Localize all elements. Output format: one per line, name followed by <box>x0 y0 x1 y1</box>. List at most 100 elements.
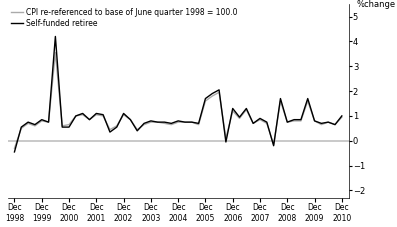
CPI re-referenced to base of June quarter 1998 = 100.0 <box>264 122 269 125</box>
CPI re-referenced to base of June quarter 1998 = 100.0 <box>121 113 126 116</box>
CPI re-referenced to base of June quarter 1998 = 100.0 <box>176 121 181 123</box>
Self-funded retiree <box>162 121 167 123</box>
Self-funded retiree <box>299 118 303 121</box>
CPI re-referenced to base of June quarter 1998 = 100.0 <box>299 120 303 122</box>
Self-funded retiree <box>46 121 51 123</box>
Legend: CPI re-referenced to base of June quarter 1998 = 100.0, Self-funded retiree: CPI re-referenced to base of June quarte… <box>12 8 237 27</box>
Self-funded retiree <box>108 131 112 133</box>
CPI re-referenced to base of June quarter 1998 = 100.0 <box>19 127 24 130</box>
Self-funded retiree <box>73 115 78 117</box>
CPI re-referenced to base of June quarter 1998 = 100.0 <box>94 113 99 116</box>
CPI re-referenced to base of June quarter 1998 = 100.0 <box>224 137 228 140</box>
Self-funded retiree <box>169 122 174 125</box>
Self-funded retiree <box>33 123 37 126</box>
Self-funded retiree <box>12 151 17 153</box>
CPI re-referenced to base of June quarter 1998 = 100.0 <box>251 122 256 125</box>
CPI re-referenced to base of June quarter 1998 = 100.0 <box>210 95 215 97</box>
CPI re-referenced to base of June quarter 1998 = 100.0 <box>230 110 235 112</box>
CPI re-referenced to base of June quarter 1998 = 100.0 <box>114 124 119 127</box>
Self-funded retiree <box>121 112 126 115</box>
CPI re-referenced to base of June quarter 1998 = 100.0 <box>258 118 262 121</box>
Self-funded retiree <box>230 107 235 110</box>
CPI re-referenced to base of June quarter 1998 = 100.0 <box>305 100 310 102</box>
Self-funded retiree <box>26 121 31 123</box>
CPI re-referenced to base of June quarter 1998 = 100.0 <box>333 123 337 126</box>
Self-funded retiree <box>142 122 146 125</box>
Self-funded retiree <box>244 107 249 110</box>
Self-funded retiree <box>114 126 119 128</box>
CPI re-referenced to base of June quarter 1998 = 100.0 <box>271 143 276 146</box>
Self-funded retiree <box>183 121 187 123</box>
CPI re-referenced to base of June quarter 1998 = 100.0 <box>80 113 85 116</box>
CPI re-referenced to base of June quarter 1998 = 100.0 <box>33 124 37 127</box>
CPI re-referenced to base of June quarter 1998 = 100.0 <box>196 123 201 126</box>
CPI re-referenced to base of June quarter 1998 = 100.0 <box>312 120 317 122</box>
CPI re-referenced to base of June quarter 1998 = 100.0 <box>101 115 106 117</box>
Self-funded retiree <box>278 97 283 100</box>
CPI re-referenced to base of June quarter 1998 = 100.0 <box>237 117 242 120</box>
Self-funded retiree <box>80 112 85 115</box>
Self-funded retiree <box>264 121 269 123</box>
Self-funded retiree <box>67 126 71 128</box>
CPI re-referenced to base of June quarter 1998 = 100.0 <box>326 121 331 123</box>
CPI re-referenced to base of June quarter 1998 = 100.0 <box>189 121 194 123</box>
Self-funded retiree <box>210 92 215 95</box>
CPI re-referenced to base of June quarter 1998 = 100.0 <box>108 128 112 131</box>
Self-funded retiree <box>94 112 99 115</box>
Self-funded retiree <box>224 141 228 143</box>
CPI re-referenced to base of June quarter 1998 = 100.0 <box>142 123 146 126</box>
CPI re-referenced to base of June quarter 1998 = 100.0 <box>169 123 174 126</box>
Self-funded retiree <box>101 113 106 116</box>
CPI re-referenced to base of June quarter 1998 = 100.0 <box>12 147 17 150</box>
CPI re-referenced to base of June quarter 1998 = 100.0 <box>155 121 160 123</box>
CPI re-referenced to base of June quarter 1998 = 100.0 <box>203 100 208 102</box>
Self-funded retiree <box>19 126 24 128</box>
CPI re-referenced to base of June quarter 1998 = 100.0 <box>148 121 153 123</box>
Self-funded retiree <box>39 118 44 121</box>
CPI re-referenced to base of June quarter 1998 = 100.0 <box>292 120 297 122</box>
Self-funded retiree <box>148 120 153 122</box>
Self-funded retiree <box>203 97 208 100</box>
Self-funded retiree <box>305 97 310 100</box>
CPI re-referenced to base of June quarter 1998 = 100.0 <box>244 108 249 111</box>
CPI re-referenced to base of June quarter 1998 = 100.0 <box>87 118 92 121</box>
Self-funded retiree <box>135 129 140 132</box>
Self-funded retiree <box>237 116 242 118</box>
Self-funded retiree <box>271 144 276 147</box>
Self-funded retiree <box>333 123 337 126</box>
Self-funded retiree <box>87 118 92 121</box>
CPI re-referenced to base of June quarter 1998 = 100.0 <box>319 123 324 126</box>
CPI re-referenced to base of June quarter 1998 = 100.0 <box>60 124 65 127</box>
Self-funded retiree <box>258 117 262 120</box>
CPI re-referenced to base of June quarter 1998 = 100.0 <box>53 51 58 54</box>
Self-funded retiree <box>60 126 65 128</box>
CPI re-referenced to base of June quarter 1998 = 100.0 <box>67 123 71 126</box>
CPI re-referenced to base of June quarter 1998 = 100.0 <box>217 91 222 94</box>
CPI re-referenced to base of June quarter 1998 = 100.0 <box>339 116 344 118</box>
Self-funded retiree <box>53 35 58 38</box>
Line: CPI re-referenced to base of June quarter 1998 = 100.0: CPI re-referenced to base of June quarte… <box>14 53 342 148</box>
CPI re-referenced to base of June quarter 1998 = 100.0 <box>26 122 31 125</box>
Self-funded retiree <box>251 122 256 125</box>
CPI re-referenced to base of June quarter 1998 = 100.0 <box>128 118 133 121</box>
Self-funded retiree <box>312 120 317 122</box>
Self-funded retiree <box>292 118 297 121</box>
CPI re-referenced to base of June quarter 1998 = 100.0 <box>183 121 187 123</box>
Line: Self-funded retiree: Self-funded retiree <box>14 37 342 152</box>
CPI re-referenced to base of June quarter 1998 = 100.0 <box>285 121 290 123</box>
CPI re-referenced to base of June quarter 1998 = 100.0 <box>278 100 283 102</box>
Self-funded retiree <box>319 122 324 125</box>
CPI re-referenced to base of June quarter 1998 = 100.0 <box>73 115 78 117</box>
Self-funded retiree <box>217 89 222 91</box>
CPI re-referenced to base of June quarter 1998 = 100.0 <box>162 122 167 125</box>
Self-funded retiree <box>155 121 160 123</box>
Self-funded retiree <box>176 120 181 122</box>
CPI re-referenced to base of June quarter 1998 = 100.0 <box>46 121 51 123</box>
Self-funded retiree <box>339 115 344 117</box>
Y-axis label: %change: %change <box>357 0 395 9</box>
Self-funded retiree <box>189 121 194 123</box>
CPI re-referenced to base of June quarter 1998 = 100.0 <box>39 120 44 122</box>
Self-funded retiree <box>128 118 133 121</box>
Self-funded retiree <box>196 122 201 125</box>
Self-funded retiree <box>285 121 290 123</box>
